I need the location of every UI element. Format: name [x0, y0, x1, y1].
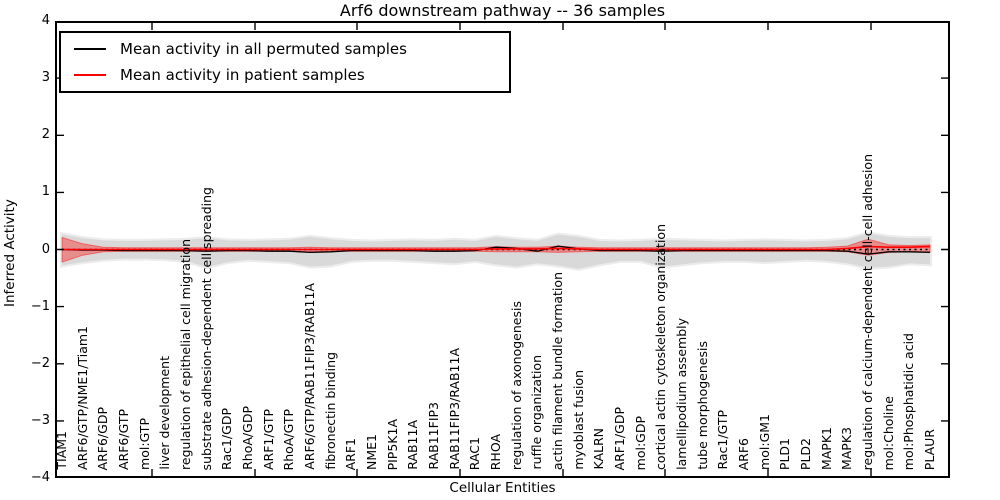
x-tick-label: PLAUR [922, 428, 938, 470]
x-tick-label: substrate adhesion-dependent cell spread… [198, 186, 214, 470]
x-tick-label: regulation of epithelial cell migration [178, 239, 193, 470]
legend-label-permuted: Mean activity in all permuted samples [120, 40, 407, 59]
x-tick-label: mol:GTP [136, 418, 152, 470]
x-tick-label: Rac1/GDP [219, 408, 235, 470]
y-tick-label: 1 [41, 184, 50, 200]
x-tick-label: ARF6/GDP [95, 406, 111, 470]
legend-item-patient: Mean activity in patient samples [61, 66, 509, 84]
x-tick-label: RAC1 [467, 436, 483, 470]
y-tick-label: 0 [41, 241, 50, 257]
x-tick-label: RhoA/GTP [281, 408, 297, 470]
chart-canvas [55, 21, 950, 478]
patient-line-swatch-icon [74, 73, 106, 76]
x-tick-label: ARF6/GTP/RAB11FIP3/RAB11A [302, 283, 318, 470]
y-tick-label: 2 [41, 127, 50, 143]
x-tick-label: cortical actin cytoskeleton organization [653, 224, 669, 470]
x-tick-label: regulation of calcium-dependent cell-cel… [860, 153, 876, 470]
x-tick-label: ARF1 [343, 437, 359, 470]
x-tick-label: RAB11FIP3 [426, 402, 442, 470]
legend-label-patient: Mean activity in patient samples [120, 65, 365, 84]
legend-item-permuted: Mean activity in all permuted samples [61, 40, 509, 58]
x-tick-label: RhoA/GDP [240, 406, 256, 470]
x-tick-label: mol:Choline [880, 395, 896, 470]
x-axis-label: Cellular Entities [449, 480, 556, 496]
x-tick-label: mol:GDP [632, 415, 648, 470]
x-tick-label: ARF1/GTP [260, 408, 276, 470]
x-tick-label: regulation of axonogenesis [508, 300, 524, 470]
chart-title: Arf6 downstream pathway -- 36 samples [339, 1, 666, 20]
x-tick-label: lamellipodium assembly [674, 318, 690, 470]
x-tick-label: RHOA [488, 433, 504, 470]
legend: Mean activity in all permuted samples Me… [59, 31, 511, 93]
x-tick-label: RAB11FIP3/RAB11A [446, 348, 462, 470]
x-tick-label: fibronectin binding [322, 352, 338, 470]
x-tick-label: TIAM1 [54, 431, 69, 470]
y-tick-label: −4 [30, 470, 50, 485]
plot-spines [55, 21, 950, 478]
x-tick-label: PIP5K1A [384, 418, 400, 470]
x-tick-label: ruffle organization [529, 355, 545, 470]
y-tick-label: −3 [30, 412, 50, 428]
x-tick-label: ARF6 [736, 437, 752, 470]
x-tick-label: ARF1/GDP [612, 406, 628, 470]
x-tick-label: tube morphogenesis [694, 341, 710, 470]
permuted-line-swatch-icon [74, 48, 106, 51]
x-tick-label: Rac1/GTP [715, 410, 731, 470]
y-tick-label: −1 [30, 298, 50, 314]
y-tick-label: 4 [41, 13, 50, 28]
x-tick-label: actin filament bundle formation [550, 271, 566, 470]
permuted-mean-line [61, 245, 931, 255]
y-axis-label: Inferred Activity [2, 199, 18, 307]
x-tick-label: liver development [157, 356, 173, 470]
x-tick-label: PLD2 [798, 437, 814, 470]
permuted-band-core [62, 233, 931, 269]
x-tick-label: myoblast fusion [570, 370, 586, 470]
x-tick-label: MAPK1 [818, 426, 834, 470]
x-tick-label: KALRN [591, 428, 607, 470]
x-tick-label: RAB11A [405, 420, 421, 470]
x-tick-label: ARF6/GTP/NME1/Tiam1 [74, 326, 90, 470]
x-tick-label: PLD1 [777, 437, 793, 470]
x-tick-label: mol:GM1 [756, 414, 772, 470]
x-tick-label: MAPK3 [839, 426, 855, 470]
x-tick-label: NME1 [364, 434, 380, 470]
x-tick-label: ARF6/GTP [116, 408, 131, 470]
y-tick-label: 3 [41, 70, 50, 86]
y-tick-label: −2 [30, 355, 50, 371]
patient-mean-line [62, 245, 931, 251]
x-tick-label: mol:Phosphatidic acid [901, 332, 917, 470]
